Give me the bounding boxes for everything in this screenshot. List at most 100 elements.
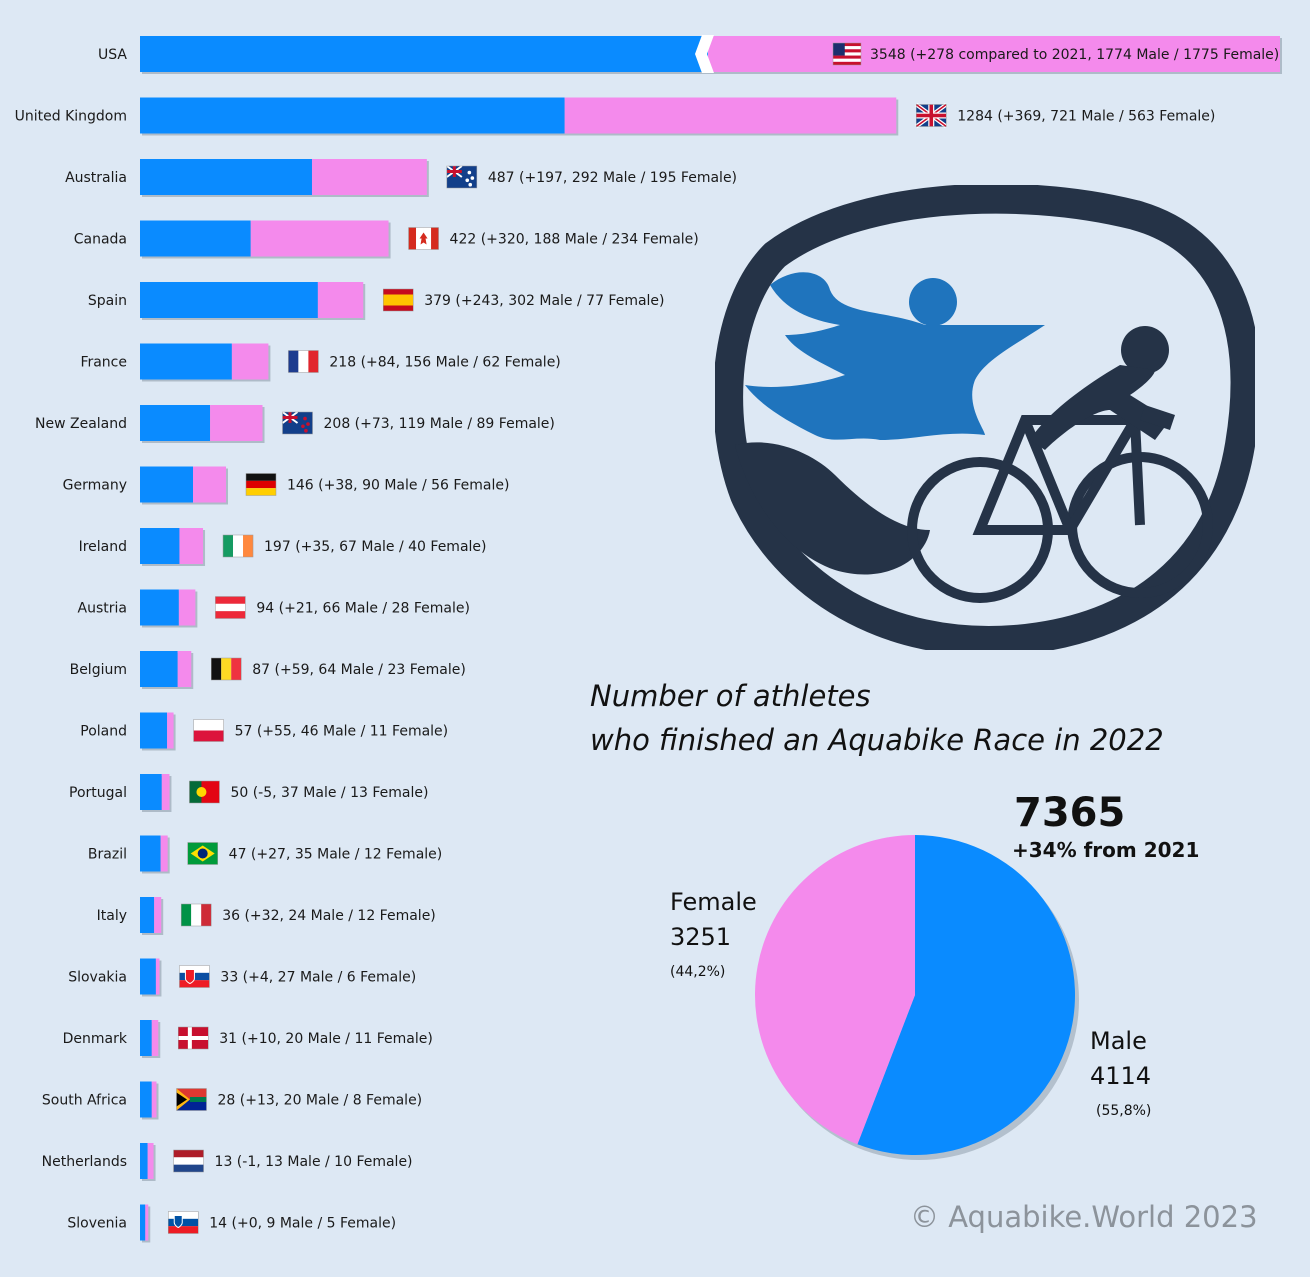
bar-male xyxy=(140,958,156,995)
female-slice-value: 3251 xyxy=(670,923,732,951)
bar-group: Italy 36 (+32, 24 Male / 12 Female) xyxy=(97,897,436,935)
country-label: Poland xyxy=(80,724,127,740)
bar-female xyxy=(317,282,364,318)
growth-from-2021: +34% from 2021 xyxy=(1012,838,1200,862)
flag-au-icon xyxy=(446,165,478,189)
bar-value-label: 87 (+59, 64 Male / 23 Female) xyxy=(252,662,466,678)
flag-si-icon xyxy=(167,1211,199,1234)
aquabike-logo xyxy=(715,185,1255,650)
pie-slice-male xyxy=(857,835,1075,1155)
bar-female xyxy=(151,1081,157,1118)
bar-value-label: 197 (+35, 67 Male / 40 Female) xyxy=(264,539,486,555)
bar-male xyxy=(140,282,318,318)
copyright: © Aquabike.World 2023 xyxy=(910,1200,1258,1234)
bar-female xyxy=(231,343,269,380)
axis-break-mark xyxy=(695,35,714,73)
flag-it-icon xyxy=(180,903,212,927)
bar-female xyxy=(160,835,168,872)
bar-value-label: 146 (+38, 90 Male / 56 Female) xyxy=(287,478,509,494)
bar-male xyxy=(140,897,155,933)
bar-male xyxy=(140,835,161,872)
bar-value-label: 57 (+55, 46 Male / 11 Female) xyxy=(235,724,449,740)
country-label: Slovenia xyxy=(67,1216,127,1232)
male-slice-pct: (55,8%) xyxy=(1096,1103,1152,1119)
bar-value-label: 3548 (+278 compared to 2021, 1774 Male /… xyxy=(870,47,1279,63)
flag-ie-icon xyxy=(222,534,254,558)
bar-male xyxy=(140,97,565,134)
bar-value-label: 422 (+320, 188 Male / 234 Female) xyxy=(450,232,699,248)
female-slice-name: Female xyxy=(670,888,757,916)
bar-group: Brazil 47 (+27, 35 Male / 12 Female) xyxy=(88,835,442,874)
flag-nz-icon xyxy=(281,411,313,435)
pie-slice-female xyxy=(754,835,915,1145)
country-label: Belgium xyxy=(70,662,127,678)
bar-male xyxy=(140,405,211,441)
bar-male xyxy=(140,1204,146,1241)
bar-male xyxy=(140,589,179,626)
flag-us-icon xyxy=(832,42,862,66)
flag-be-icon xyxy=(210,657,242,681)
bar-group: United Kingdom 1284 (+369, 721 Male / 563… xyxy=(15,97,1215,136)
bar-female xyxy=(177,651,192,687)
bar-value-label: 36 (+32, 24 Male / 12 Female) xyxy=(222,908,436,924)
bar-male xyxy=(140,1020,152,1056)
title-line-2: who finished an Aquabike Race in 2022 xyxy=(590,723,1164,757)
bar-female xyxy=(167,712,174,749)
bar-group: Poland 57 (+55, 46 Male / 11 Female) xyxy=(80,712,449,751)
flag-ca-icon xyxy=(408,227,439,250)
bar-female xyxy=(147,1143,154,1179)
bar-male xyxy=(140,528,180,564)
bar-group: Spain 379 (+243, 302 Male / 77 Female) xyxy=(88,282,665,320)
country-label: Canada xyxy=(74,232,127,248)
bar-female xyxy=(311,159,427,195)
chart-title: Number of athletes who finished an Aquab… xyxy=(590,674,1164,762)
country-label: Germany xyxy=(63,478,127,494)
bar-group: Ireland 197 (+35, 67 Male / 40 Female) xyxy=(79,528,486,566)
country-label: Ireland xyxy=(79,539,127,555)
country-label: Brazil xyxy=(88,847,127,863)
country-label: Portugal xyxy=(69,785,127,801)
country-label: United Kingdom xyxy=(15,109,127,125)
bar-value-label: 50 (-5, 37 Male / 13 Female) xyxy=(230,785,428,801)
bar-group: Austria 94 (+21, 66 Male / 28 Female) xyxy=(78,589,470,628)
country-label: USA xyxy=(98,47,127,63)
bar-value-label: 1284 (+369, 721 Male / 563 Female) xyxy=(957,109,1215,125)
bar-male xyxy=(140,466,194,503)
bar-male xyxy=(140,36,708,72)
bar-female xyxy=(154,897,162,933)
bar-female xyxy=(193,466,226,503)
bar-female xyxy=(564,97,897,134)
bar-group: Denmark 31 (+10, 20 Male / 11 Female) xyxy=(63,1020,433,1058)
country-label: Austria xyxy=(78,601,127,617)
bar-group: USA 3548 (+278 compared to 2021, 1774 Mal… xyxy=(98,35,1282,74)
flag-es-icon xyxy=(382,288,414,312)
bar-group: South Africa 28 (+13, 20 Male / 8 Female) xyxy=(42,1081,422,1120)
bar-group: Portugal 50 (-5, 37 Male / 13 Female) xyxy=(69,774,428,812)
bar-value-label: 31 (+10, 20 Male / 11 Female) xyxy=(219,1031,433,1047)
bar-female xyxy=(179,528,204,564)
bar-value-label: 94 (+21, 66 Male / 28 Female) xyxy=(256,601,470,617)
bar-group: Belgium 87 (+59, 64 Male / 23 Female) xyxy=(70,651,466,689)
flag-nl-icon xyxy=(173,1149,204,1173)
country-label: France xyxy=(80,355,127,371)
country-label: New Zealand xyxy=(35,416,127,432)
bar-female xyxy=(161,774,170,810)
country-label: Denmark xyxy=(63,1031,128,1047)
bar-male xyxy=(140,1081,152,1118)
bar-group: Germany 146 (+38, 90 Male / 56 Female) xyxy=(63,466,509,505)
title-line-1: Number of athletes xyxy=(590,679,871,713)
bar-group: Australia 487 (+197, 292 Male / 195 Femal… xyxy=(65,159,737,197)
country-label: Italy xyxy=(97,908,127,924)
bar-male xyxy=(140,712,168,749)
country-label: Australia xyxy=(65,170,127,186)
country-label: Slovakia xyxy=(68,970,127,986)
bar-value-label: 14 (+0, 9 Male / 5 Female) xyxy=(209,1216,396,1232)
bar-male xyxy=(140,159,312,195)
flag-za-icon xyxy=(176,1088,207,1111)
bar-value-label: 28 (+13, 20 Male / 8 Female) xyxy=(217,1093,422,1109)
bar-female xyxy=(250,220,389,257)
female-slice-pct: (44,2%) xyxy=(670,964,726,980)
flag-pt-icon xyxy=(189,780,220,804)
bar-group: New Zealand 208 (+73, 119 Male / 89 Femal… xyxy=(35,405,555,443)
